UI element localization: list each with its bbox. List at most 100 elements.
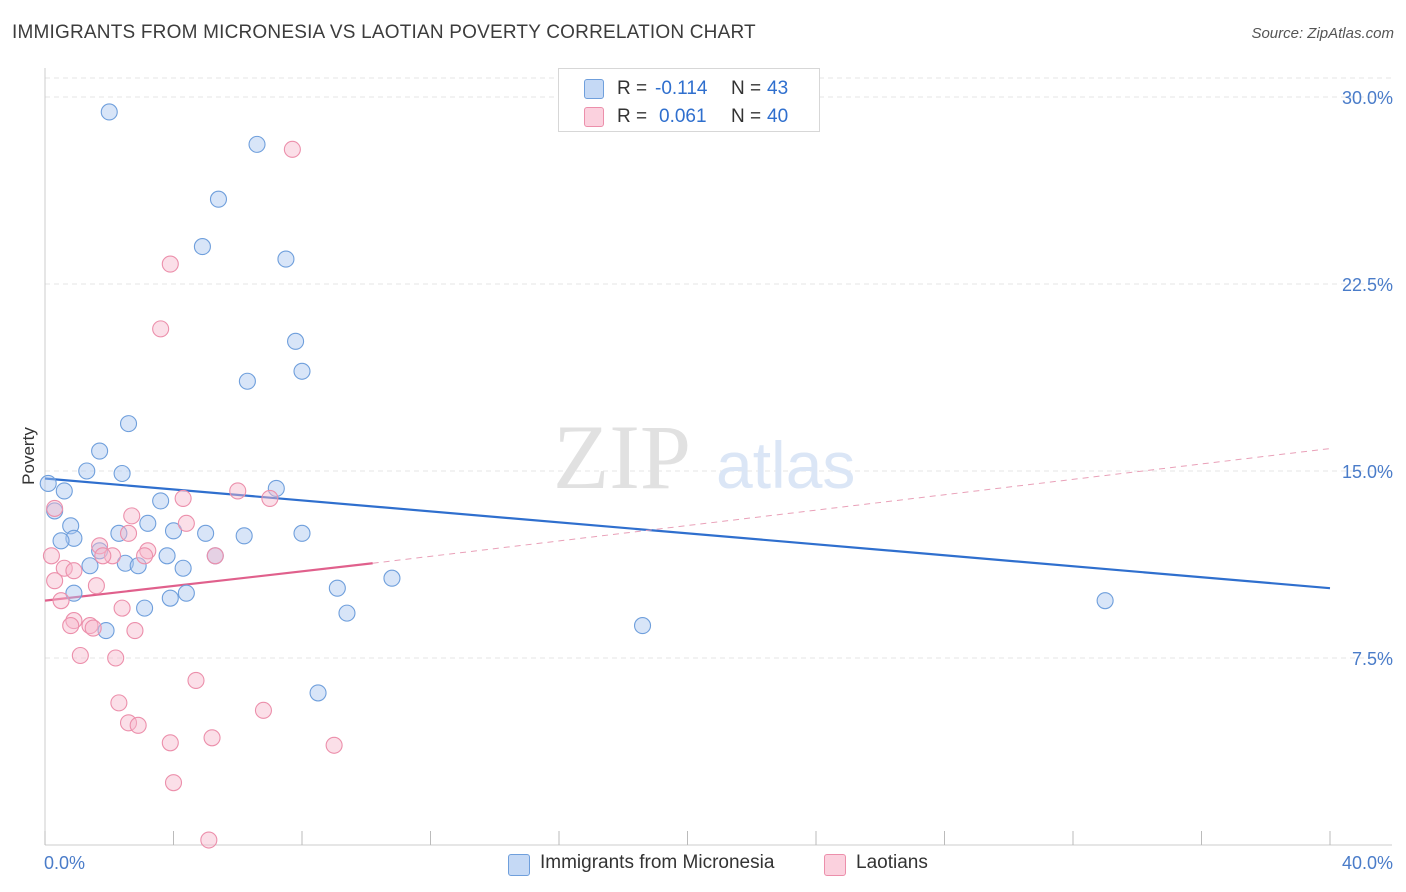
legend-n-value: 40	[767, 106, 789, 127]
point-micronesia	[65, 529, 83, 547]
point-laotians	[42, 547, 60, 565]
tick-labels: 7.5% 15.0% 22.5% 30.0% 0.0% 40.0%	[44, 88, 1393, 873]
point-micronesia	[152, 492, 170, 510]
point-micronesia	[248, 135, 266, 153]
point-micronesia	[97, 622, 115, 640]
legend-n-label: N =	[731, 78, 762, 99]
point-micronesia	[65, 584, 83, 602]
point-laotians	[119, 714, 138, 732]
point-laotians	[103, 547, 122, 565]
point-laotians	[200, 831, 218, 849]
point-micronesia	[193, 238, 211, 256]
stats-legend: R = -0.114 N = 43 R = 0.061 N = 40	[558, 68, 820, 132]
point-laotians	[65, 612, 83, 630]
y-tick-label: 30.0%	[1342, 88, 1393, 108]
point-micronesia	[110, 524, 128, 542]
point-micronesia	[55, 482, 73, 500]
point-micronesia	[113, 464, 131, 483]
legend-r-label: R =	[617, 78, 648, 99]
y-tick-label: 22.5%	[1342, 275, 1393, 295]
point-laotians	[123, 507, 141, 525]
point-laotians	[129, 716, 147, 734]
point-micronesia	[309, 684, 327, 702]
x-tick-label: 40.0%	[1342, 853, 1393, 873]
point-micronesia	[158, 547, 176, 565]
point-laotians	[161, 255, 179, 273]
trend-line-extension	[372, 448, 1331, 564]
point-micronesia	[293, 524, 311, 542]
watermark-atlas: atlas	[716, 428, 855, 502]
point-micronesia	[287, 332, 305, 350]
trend-line-laotians	[44, 562, 373, 602]
y-axis-label: Poverty	[19, 427, 38, 485]
legend-swatch-blue	[584, 79, 604, 99]
point-laotians	[174, 489, 192, 507]
point-laotians	[113, 599, 131, 617]
legend-row-laotians: R = 0.061 N = 40	[559, 103, 819, 131]
point-laotians	[254, 701, 273, 719]
point-laotians	[325, 736, 343, 754]
chart-title: IMMIGRANTS FROM MICRONESIA VS LAOTIAN PO…	[12, 22, 756, 43]
point-micronesia	[39, 474, 57, 493]
point-micronesia	[174, 559, 192, 577]
legend-n-label: N =	[731, 106, 762, 127]
y-tick-label: 7.5%	[1352, 649, 1393, 669]
legend-r-value: 0.061	[659, 106, 707, 127]
point-micronesia	[338, 604, 356, 622]
point-laotians	[65, 562, 83, 580]
point-laotians	[110, 694, 128, 712]
point-laotians	[107, 649, 125, 667]
point-micronesia	[100, 103, 118, 121]
legend-swatch-pink	[584, 107, 604, 127]
point-laotians	[126, 622, 144, 640]
point-laotians	[139, 542, 157, 560]
point-micronesia	[235, 527, 253, 545]
point-micronesia	[81, 557, 99, 575]
point-laotians	[62, 617, 80, 635]
legend-label-laotians: Laotians	[856, 852, 928, 873]
legend-swatch-blue	[508, 854, 530, 876]
point-micronesia	[136, 599, 154, 617]
point-laotians	[81, 617, 99, 635]
point-laotians	[187, 671, 205, 689]
legend-row-micronesia: R = -0.114 N = 43	[559, 75, 819, 103]
point-laotians	[261, 489, 279, 507]
point-laotians	[136, 547, 154, 565]
point-laotians	[229, 482, 247, 500]
point-micronesia	[91, 542, 109, 560]
point-laotians	[283, 140, 301, 158]
point-laotians	[84, 619, 102, 637]
point-micronesia	[164, 522, 183, 540]
point-micronesia	[277, 250, 295, 268]
point-micronesia	[328, 579, 346, 597]
point-laotians	[203, 729, 221, 747]
legend-n-value: 43	[767, 78, 789, 99]
legend-swatch-pink	[824, 854, 846, 876]
point-laotians	[119, 524, 138, 542]
source-label: Source: ZipAtlas.com	[1251, 25, 1394, 42]
point-micronesia	[52, 532, 70, 550]
trend-lines	[44, 448, 1331, 602]
x-tick-label: 0.0%	[44, 853, 85, 873]
point-micronesia	[119, 415, 138, 433]
point-laotians	[87, 577, 105, 595]
data-points	[39, 103, 1114, 849]
trend-line-micronesia	[44, 477, 1331, 590]
legend-r-label: R =	[617, 106, 648, 127]
point-micronesia	[633, 617, 652, 635]
point-micronesia	[1096, 592, 1114, 610]
legend-label-micronesia: Immigrants from Micronesia	[540, 852, 775, 873]
point-micronesia	[197, 524, 215, 542]
watermark: ZIP atlas	[553, 406, 855, 508]
watermark-zip: ZIP	[553, 406, 691, 508]
point-micronesia	[91, 442, 109, 460]
point-laotians	[52, 592, 70, 610]
point-laotians	[206, 547, 224, 565]
point-micronesia	[238, 372, 256, 390]
point-micronesia	[116, 554, 134, 572]
point-laotians	[164, 774, 183, 792]
point-micronesia	[78, 462, 96, 480]
point-laotians	[55, 559, 73, 577]
point-laotians	[91, 537, 109, 555]
